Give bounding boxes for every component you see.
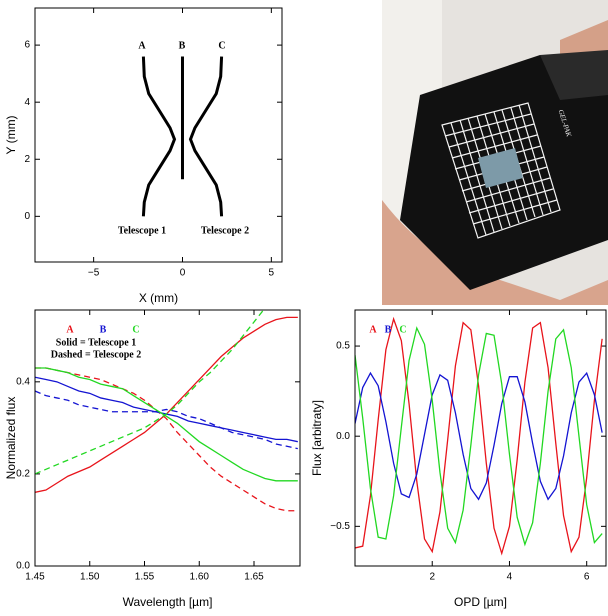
- y-tick-label: 0: [24, 211, 30, 222]
- line: [35, 367, 298, 482]
- x-tick-label: 0: [180, 268, 186, 279]
- frame: [34, 7, 283, 263]
- x-tick-label: 1.60: [190, 572, 210, 583]
- line: [355, 326, 603, 547]
- x-tick-label: 4: [507, 572, 513, 583]
- y-tick-label: 0.2: [16, 469, 30, 480]
- line: [35, 310, 265, 475]
- legend-entry: A: [369, 324, 377, 335]
- y-tick-label: 0.5: [336, 341, 350, 352]
- line: [355, 316, 603, 556]
- line: [188, 56, 224, 217]
- legend-entry: B: [100, 324, 107, 335]
- x-tick-label: 1.45: [25, 572, 45, 583]
- annotation: B: [179, 40, 186, 51]
- annotation: C: [218, 40, 225, 51]
- frame: [34, 309, 301, 567]
- legend-note: Dashed = Telescope 2: [51, 349, 141, 360]
- line: [35, 390, 298, 450]
- legend-entry: A: [66, 324, 74, 335]
- y-tick-label: −0.5: [330, 521, 350, 532]
- y-axis-label: Flux [arbitraty]: [310, 400, 324, 476]
- x-tick-label: 5: [269, 268, 275, 279]
- x-tick-label: 6: [584, 572, 590, 583]
- x-axis-label: Wavelength [µm]: [123, 595, 213, 609]
- photo: GEL-PAK: [382, 0, 608, 305]
- line: [35, 367, 298, 512]
- frame: [354, 309, 607, 567]
- x-axis-label: X (mm): [139, 291, 178, 305]
- y-tick-label: 4: [24, 97, 30, 108]
- legend-entry: C: [399, 324, 406, 335]
- y-axis-label: Normalized flux: [4, 397, 18, 480]
- annotation: Telescope 2: [201, 225, 249, 236]
- legend-entry: B: [385, 324, 392, 335]
- y-tick-label: 2: [24, 154, 30, 165]
- x-tick-label: 1.55: [135, 572, 155, 583]
- x-tick-label: −5: [88, 268, 100, 279]
- x-axis-label: OPD [µm]: [454, 595, 507, 609]
- line: [141, 56, 177, 217]
- y-tick-label: 0.4: [16, 376, 30, 387]
- x-tick-label: 1.50: [80, 572, 100, 583]
- legend-note: Solid = Telescope 1: [56, 337, 136, 348]
- y-tick-label: 0.0: [16, 561, 30, 572]
- legend-entry: C: [132, 324, 139, 335]
- annotation: A: [138, 40, 146, 51]
- annotation: Telescope 1: [118, 225, 166, 236]
- y-axis-label: Y (mm): [4, 115, 18, 154]
- x-tick-label: 1.65: [244, 572, 264, 583]
- x-tick-label: 2: [429, 572, 435, 583]
- y-tick-label: 0.0: [336, 431, 350, 442]
- y-tick-label: 6: [24, 40, 30, 51]
